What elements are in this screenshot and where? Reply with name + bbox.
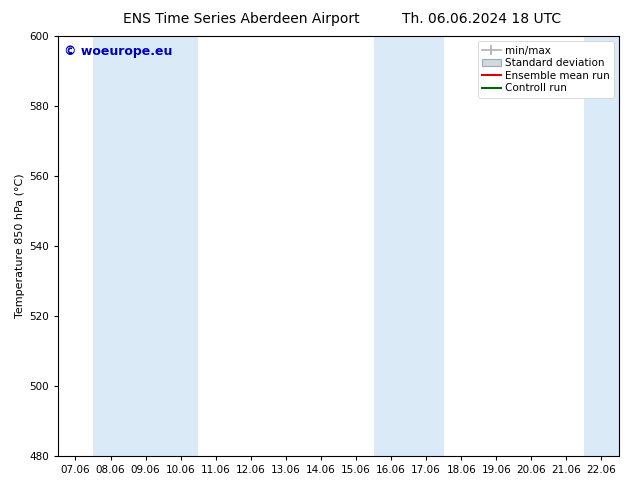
- Bar: [584, 36, 619, 456]
- Bar: [373, 36, 444, 456]
- Y-axis label: Temperature 850 hPa (°C): Temperature 850 hPa (°C): [15, 174, 25, 318]
- Text: © woeurope.eu: © woeurope.eu: [63, 45, 172, 57]
- Bar: [93, 36, 198, 456]
- Legend: min/max, Standard deviation, Ensemble mean run, Controll run: min/max, Standard deviation, Ensemble me…: [478, 41, 614, 98]
- Text: ENS Time Series Aberdeen Airport: ENS Time Series Aberdeen Airport: [122, 12, 359, 26]
- Text: Th. 06.06.2024 18 UTC: Th. 06.06.2024 18 UTC: [403, 12, 561, 26]
- Bar: [593, 36, 619, 456]
